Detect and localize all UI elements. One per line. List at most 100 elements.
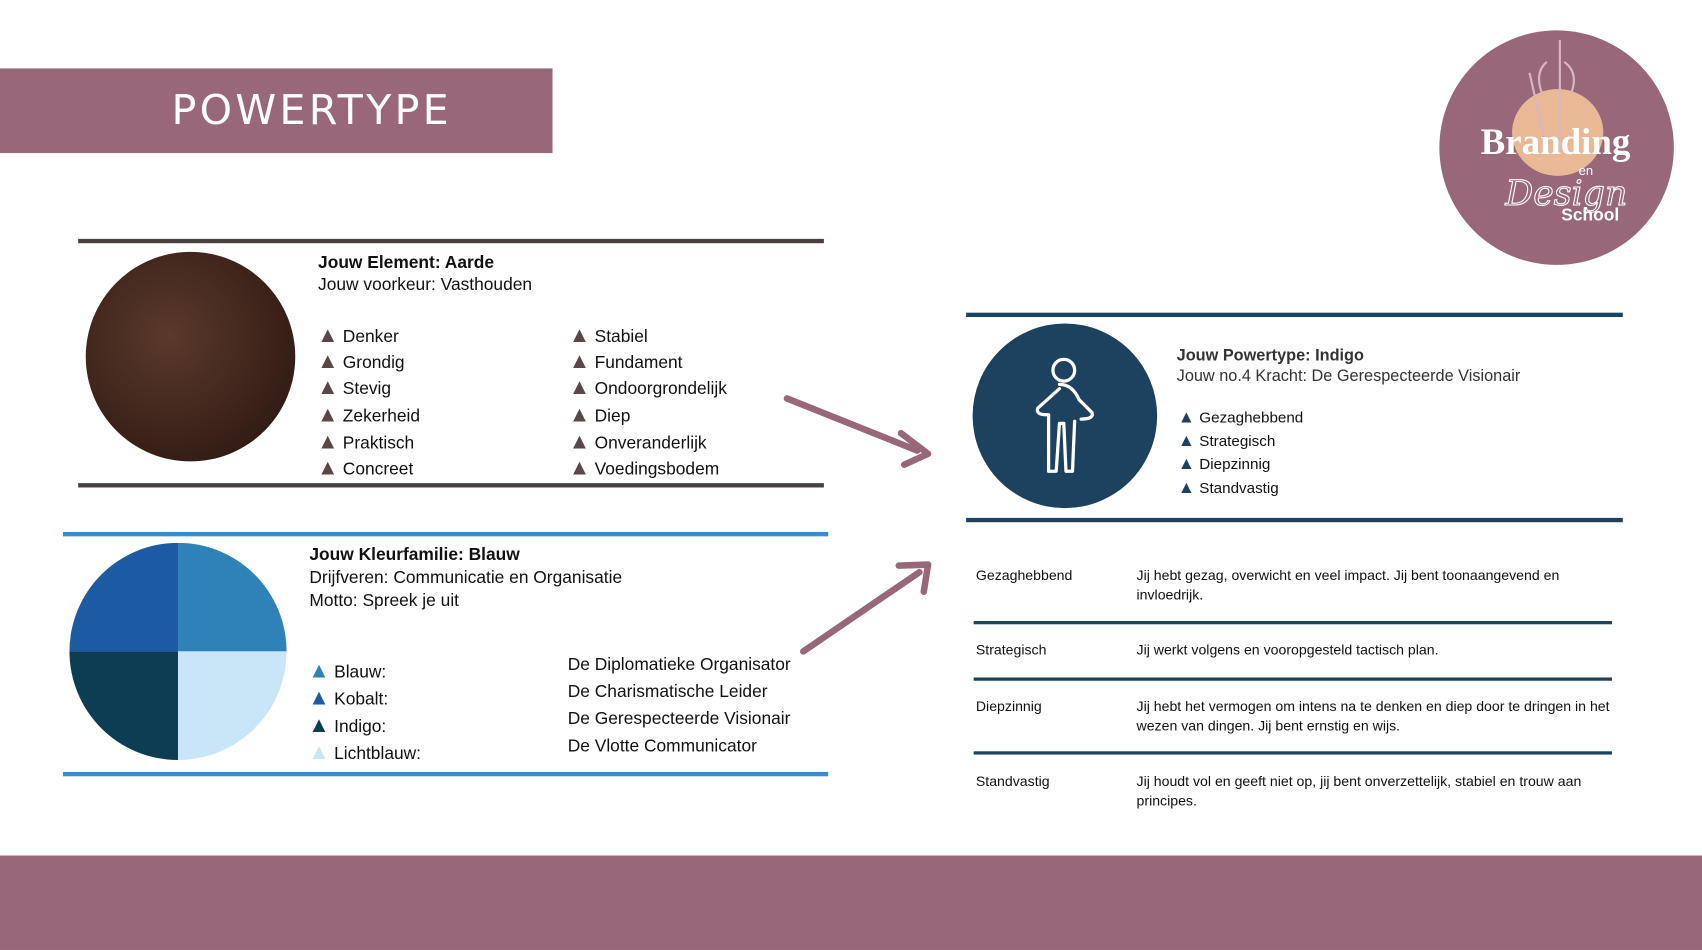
list-item-label: Stabiel [594, 327, 648, 347]
list-item-label: Kobalt: [334, 690, 389, 709]
list-item: ▲ Indigo: [308, 713, 386, 738]
triangle-bullet-icon: ▲ [308, 659, 330, 683]
arrows [783, 395, 932, 655]
list-item: ▲ Onveranderlijk [569, 430, 707, 455]
divider [966, 517, 1623, 523]
pie-lichtblauw [178, 651, 287, 760]
triangle-bullet-icon: ▲ [1177, 408, 1195, 427]
triangle-bullet-icon: ▲ [316, 375, 339, 400]
list-item-label: Zekerheid [342, 407, 421, 426]
divider [78, 483, 824, 488]
svg-text:School: School [1561, 204, 1619, 224]
triangle-bullet-icon: ▲ [316, 402, 339, 427]
list-item: ▲ Stabiel [569, 324, 648, 349]
table-row-label: Standvastig [975, 773, 1050, 790]
title-banner: POWERTYPE [0, 68, 553, 154]
list-item: ▲ Stevig [317, 376, 391, 401]
list-item: ▲ Lichtblauw: [308, 740, 421, 765]
list-item: ▲ Grondig [317, 350, 405, 375]
triangle-bullet-icon: ▲ [1177, 454, 1195, 474]
list-item-label: Concreet [342, 460, 414, 479]
divider [62, 771, 829, 777]
list-item-label: Voedingsbodem [594, 460, 720, 479]
triangle-bullet-icon: ▲ [568, 429, 591, 454]
page-title: POWERTYPE [171, 85, 453, 134]
list-item: ▲ Strategisch [1178, 432, 1276, 452]
list-item-label: Strategisch [1199, 432, 1276, 450]
table-row-description: Jij werkt volgens en vooropgesteld tacti… [1136, 641, 1439, 658]
footer-bar [0, 855, 1702, 950]
table-divider [973, 751, 1612, 755]
triangle-bullet-icon: ▲ [316, 323, 339, 348]
table-divider [973, 677, 1612, 681]
list-item: ▲ Fundament [569, 350, 683, 375]
color-type-role: De Charismatische Leider [567, 682, 768, 702]
person-icon [1035, 357, 1094, 473]
logo: Branding en Design School [1438, 29, 1675, 266]
triangle-bullet-icon: ▲ [316, 429, 339, 454]
triangle-bullet-icon: ▲ [1177, 478, 1195, 498]
triangle-bullet-icon: ▲ [308, 686, 330, 711]
pie-blauw [178, 542, 287, 652]
table-row-label: Gezaghebbend [975, 566, 1073, 584]
list-item: ▲ Standvastig [1178, 479, 1279, 499]
list-item: ▲ Denker [317, 324, 399, 349]
list-item: ▲ Praktisch [317, 430, 414, 455]
triangle-bullet-icon: ▲ [568, 323, 591, 348]
triangle-bullet-icon: ▲ [568, 375, 591, 400]
color-type-role: De Gerespecteerde Visionair [567, 710, 791, 729]
list-item-label: Standvastig [1199, 478, 1279, 497]
list-item-label: Denker [342, 327, 399, 347]
triangle-bullet-icon: ▲ [308, 740, 330, 765]
color-family-motto: Motto: Spreek je uit [309, 591, 459, 611]
triangle-bullet-icon: ▲ [568, 455, 591, 480]
powertype-badge [972, 323, 1158, 509]
svg-text:Design: Design [1504, 174, 1627, 214]
list-item: ▲ Kobalt: [308, 686, 388, 711]
divider [966, 312, 1623, 318]
list-item: ▲ Voedingsbodem [569, 456, 719, 481]
color-pie [69, 542, 287, 760]
list-item-label: Diepzinnig [1199, 454, 1271, 473]
list-item: ▲ Ondoorgrondelijk [569, 376, 727, 401]
color-type-role: De Vlotte Communicator [567, 737, 757, 756]
color-type-role: De Diplomatieke Organisator [567, 655, 791, 675]
pie-kobalt [69, 542, 179, 652]
triangle-bullet-icon: ▲ [316, 349, 339, 374]
list-item-label: Diep [594, 407, 631, 426]
triangle-bullet-icon: ▲ [316, 455, 339, 480]
element-preference: Jouw voorkeur: Vasthouden [318, 275, 533, 295]
list-item-label: Onveranderlijk [594, 434, 707, 453]
table-row-label: Strategisch [975, 641, 1047, 658]
list-item-label: Gezaghebbend [1199, 408, 1304, 426]
list-item-label: Indigo: [334, 717, 387, 737]
triangle-bullet-icon: ▲ [308, 713, 330, 738]
list-item-label: Blauw: [334, 663, 387, 682]
table-divider [973, 621, 1612, 625]
triangle-bullet-icon: ▲ [568, 349, 591, 374]
table-row-description: Jij hebt het vermogen om intens na te de… [1136, 698, 1610, 734]
table-row-description: Jij houdt vol en geeft niet op, jij bent… [1136, 773, 1582, 809]
triangle-bullet-icon: ▲ [568, 402, 591, 427]
color-family-drivers: Drijfveren: Communicatie en Organisatie [309, 568, 623, 588]
svg-text:Branding: Branding [1481, 121, 1631, 162]
list-item: ▲ Concreet [317, 456, 413, 481]
element-heading: Jouw Element: Aarde [318, 254, 495, 273]
list-item: ▲ Diep [569, 403, 631, 428]
list-item-label: Stevig [342, 379, 392, 399]
list-item-label: Grondig [342, 353, 405, 373]
list-item-label: Praktisch [342, 434, 415, 453]
list-item-label: Fundament [594, 353, 683, 373]
powertype-heading: Jouw Powertype: Indigo [1176, 346, 1364, 365]
list-item: ▲ Blauw: [308, 659, 386, 684]
powertype-strength: Jouw no.4 Kracht: De Gerespecteerde Visi… [1176, 366, 1521, 386]
svg-text:en: en [1579, 163, 1593, 178]
list-item: ▲ Zekerheid [317, 403, 420, 428]
pie-indigo [69, 651, 179, 760]
arrow-right-up-icon [800, 568, 923, 655]
earth-image [85, 251, 296, 462]
arrow-right-down-icon [783, 395, 921, 454]
color-family-heading: Jouw Kleurfamilie: Blauw [309, 546, 520, 565]
triangle-bullet-icon: ▲ [1177, 432, 1195, 451]
table-row-label: Diepzinnig [975, 698, 1042, 715]
